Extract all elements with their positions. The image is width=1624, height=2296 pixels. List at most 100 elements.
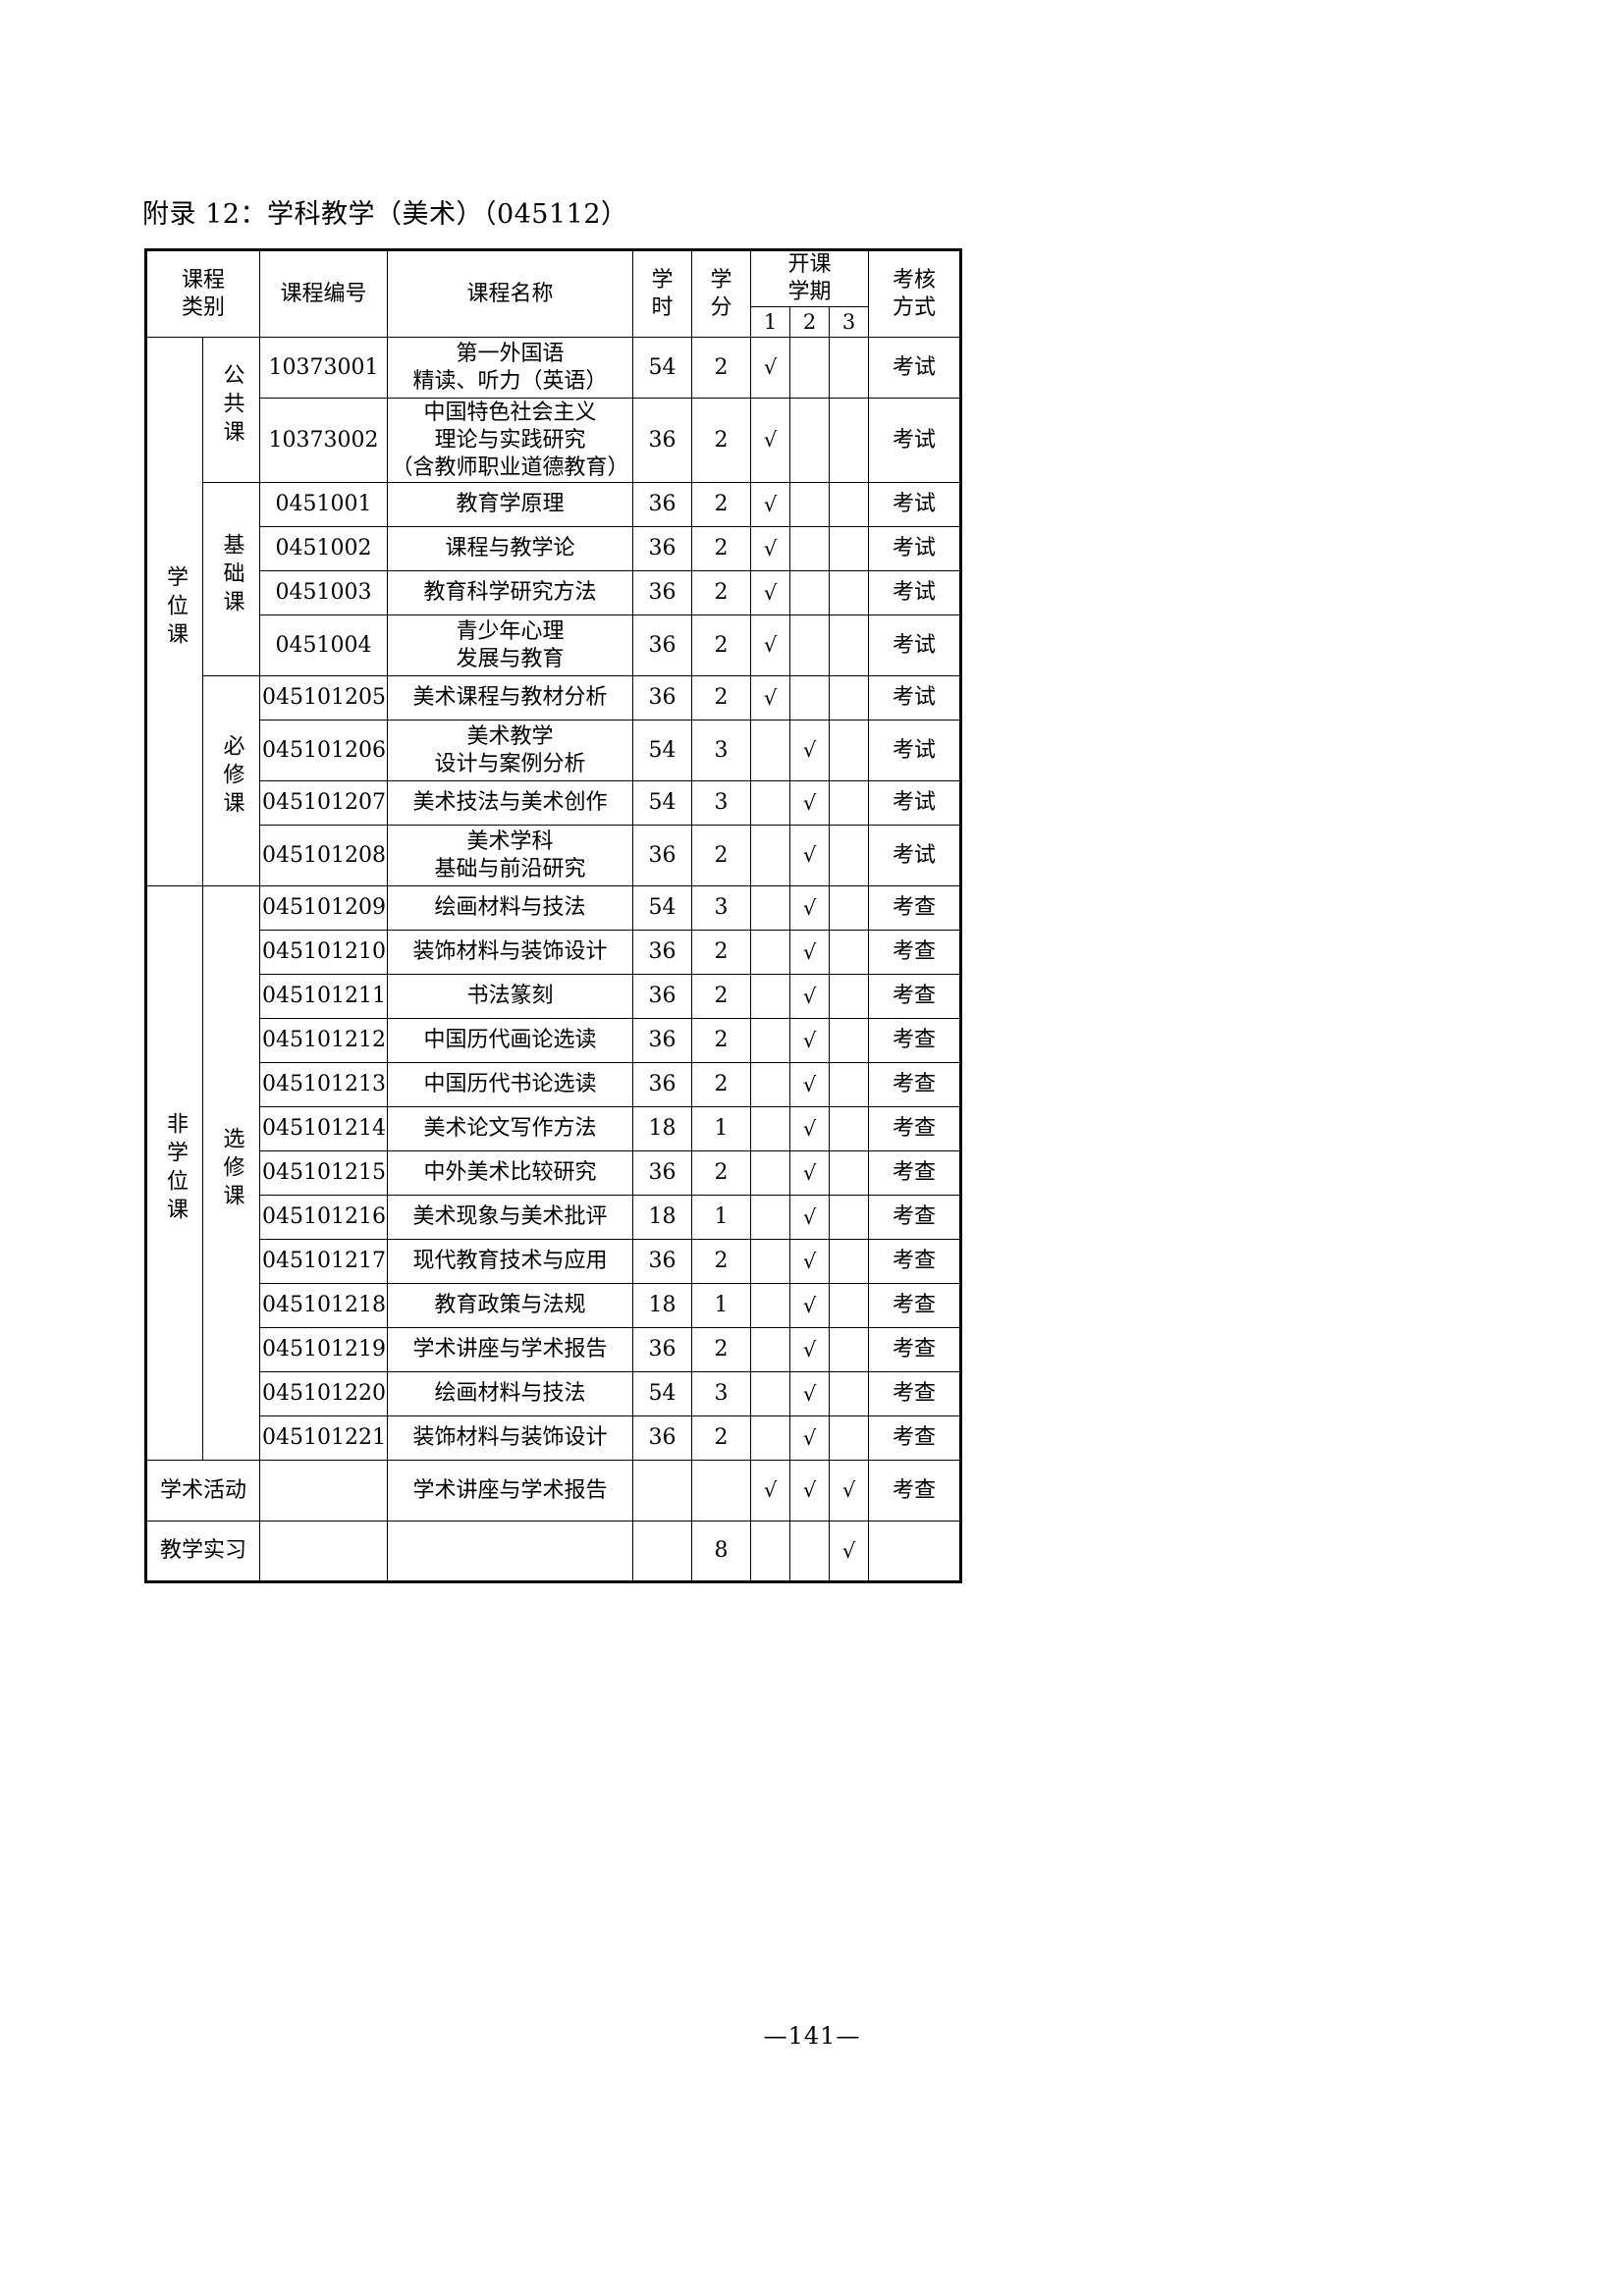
cell-hours (632, 1460, 693, 1522)
cell-course-name: 绘画材料与技法 (387, 1371, 634, 1417)
cell-term-3 (829, 1018, 870, 1064)
header-hours: 学 时 (632, 248, 693, 339)
cell-course-name: 现代教育技术与应用 (387, 1239, 634, 1285)
cell-hours: 36 (632, 825, 693, 887)
cell-term-1 (750, 720, 791, 782)
header-term: 开课 学期 (750, 248, 870, 308)
table-row: 045101210 装饰材料与装饰设计 36 2 √ 考查 (146, 930, 962, 976)
cell-term-1 (750, 930, 791, 976)
cell-term-3 (829, 1239, 870, 1285)
cell-exam-method: 考查 (868, 1460, 962, 1522)
course-name-line: 美术现象与美术批评 (412, 1204, 608, 1230)
cell-course-name: 中国特色社会主义 理论与实践研究 （含教师职业道德教育） (387, 398, 634, 484)
course-name-line: 发展与教育 (456, 646, 565, 671)
cell-term-1 (750, 1371, 791, 1417)
course-name-line: 教育学原理 (456, 492, 565, 517)
cell-term-3 (829, 482, 870, 528)
cell-term-1 (750, 1062, 791, 1108)
cell-course-code: 045101207 (259, 780, 389, 827)
cell-term-2: √ (789, 1062, 831, 1108)
cell-course-name: 中国历代画论选读 (387, 1018, 634, 1064)
course-name-line: 美术论文写作方法 (423, 1116, 597, 1142)
table-row: 045101215 中外美术比较研究 36 2 √ 考查 (146, 1150, 962, 1197)
table-row: 045101217 现代教育技术与应用 36 2 √ 考查 (146, 1239, 962, 1285)
cell-exam-method: 考试 (868, 675, 962, 721)
footer-row-label: 学术活动 (144, 1460, 261, 1522)
cell-exam-method: 考试 (868, 482, 962, 528)
cell-exam-method: 考查 (868, 1415, 962, 1462)
header-category-line2: 类别 (182, 294, 226, 320)
table-row: 学术活动 学术讲座与学术报告 √ √ √ 考查 (144, 1460, 962, 1522)
category-group-text: 学位课 (163, 564, 188, 651)
cell-term-3: √ (829, 1460, 870, 1522)
cell-credit: 2 (691, 1327, 752, 1373)
cell-credit: 2 (691, 1150, 752, 1197)
cell-credit: 2 (691, 974, 752, 1020)
cell-term-3 (829, 1371, 870, 1417)
course-name-line: （含教师职业道德教育） (391, 454, 629, 480)
course-name-line: 中国历代书论选读 (423, 1072, 597, 1097)
cell-hours: 54 (632, 885, 693, 932)
cell-exam-method: 考查 (868, 1195, 962, 1241)
header-credit-line2: 分 (710, 294, 732, 320)
cell-term-1 (750, 1195, 791, 1241)
cell-term-2 (789, 398, 831, 484)
cell-term-1 (750, 1283, 791, 1329)
course-name-line: 基础与前沿研究 (434, 856, 586, 881)
table-row: 045101219 学术讲座与学术报告 36 2 √ 考查 (146, 1327, 962, 1373)
cell-course-code (259, 1521, 389, 1583)
footer-row-label: 教学实习 (144, 1521, 261, 1583)
cell-course-name: 学术讲座与学术报告 (387, 1460, 634, 1522)
cell-credit: 2 (691, 570, 752, 616)
cell-term-3 (829, 1150, 870, 1197)
category-group-label: 非学位课 (145, 885, 203, 1462)
course-name-line: 理论与实践研究 (434, 427, 586, 453)
cell-credit: 2 (691, 1062, 752, 1108)
course-name-line: 教育政策与法规 (434, 1293, 586, 1318)
cell-credit: 3 (691, 780, 752, 827)
table-row: 0451004 青少年心理 发展与教育 36 2 √ 考试 (146, 614, 962, 677)
cell-course-code: 045101213 (259, 1062, 389, 1108)
cell-term-3 (829, 885, 870, 932)
cell-credit: 8 (691, 1521, 752, 1583)
cell-exam-method: 考查 (868, 1018, 962, 1064)
cell-term-2: √ (789, 780, 831, 827)
course-name-line: 美术课程与教材分析 (412, 685, 608, 711)
course-name-line: 装饰材料与装饰设计 (412, 939, 608, 965)
cell-hours: 36 (632, 675, 693, 721)
cell-term-1 (750, 1018, 791, 1064)
cell-exam-method: 考查 (868, 1150, 962, 1197)
cell-term-1 (750, 1415, 791, 1462)
cell-exam-method: 考试 (868, 780, 962, 827)
cell-term-1 (750, 1150, 791, 1197)
cell-term-3 (829, 1327, 870, 1373)
cell-exam-method: 考试 (868, 337, 962, 400)
cell-course-name: 教育政策与法规 (387, 1283, 634, 1329)
cell-credit: 2 (691, 825, 752, 887)
cell-course-code: 0451003 (259, 570, 389, 616)
header-category: 课程 类别 (144, 248, 261, 339)
course-name-line: 美术学科 (466, 828, 554, 854)
cell-term-1: √ (750, 337, 791, 400)
cell-hours: 36 (632, 1018, 693, 1064)
cell-hours: 18 (632, 1195, 693, 1241)
table-row: 非学位课 选修课 045101209 绘画材料与技法 54 3 √ 考查 (145, 885, 962, 1462)
course-name-line: 设计与案例分析 (434, 751, 586, 776)
cell-credit: 1 (691, 1283, 752, 1329)
cell-term-2: √ (789, 1371, 831, 1417)
course-name-line: 第一外国语 (456, 341, 565, 366)
page-number-value: —141— (763, 2022, 861, 2050)
course-name-line: 美术教学 (466, 723, 554, 749)
cell-credit: 2 (691, 482, 752, 528)
cell-course-name (387, 1521, 634, 1583)
cell-course-code: 045101208 (259, 825, 389, 887)
cell-term-3 (829, 570, 870, 616)
cell-credit: 3 (691, 720, 752, 782)
cell-hours (632, 1521, 693, 1583)
header-term-3: 3 (829, 306, 870, 339)
table-row: 045101206 美术教学 设计与案例分析 54 3 √ 考试 (146, 720, 962, 782)
cell-credit: 1 (691, 1106, 752, 1152)
cell-term-2: √ (789, 1327, 831, 1373)
cell-term-1 (750, 885, 791, 932)
cell-term-1: √ (750, 482, 791, 528)
